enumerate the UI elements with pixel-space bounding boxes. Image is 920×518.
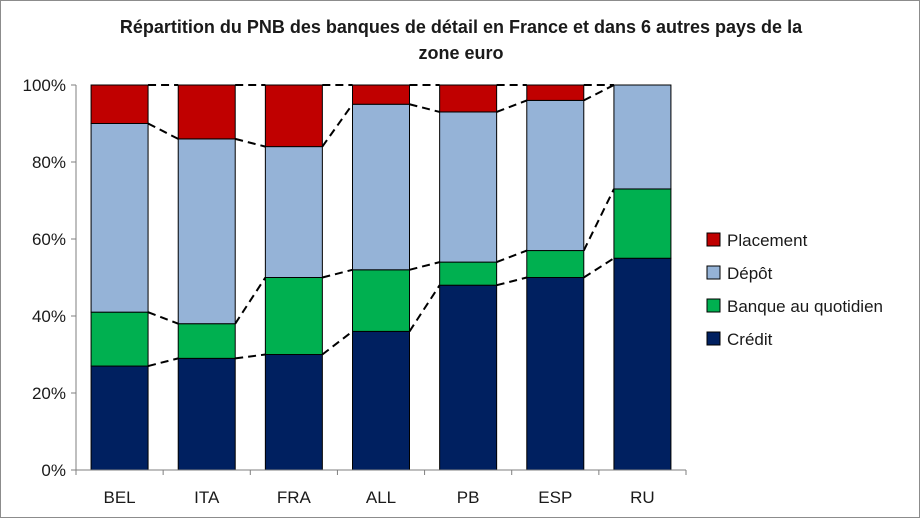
connector-line <box>408 284 441 332</box>
bar-segment <box>177 138 236 325</box>
x-tick-label: PB <box>457 488 480 507</box>
bar-segment <box>264 146 323 278</box>
bar-segment <box>264 84 323 148</box>
bar-segment <box>177 323 236 359</box>
legend-swatch <box>706 331 721 346</box>
bar-segment <box>613 257 672 471</box>
chart-title-line-2: zone euro <box>418 43 503 63</box>
x-tick-label: FRA <box>277 488 312 507</box>
y-tick-label: 40% <box>32 307 66 326</box>
connector-line <box>409 103 440 113</box>
x-axis-ticks: BEL ITA FRA ALL PB ESP RU <box>75 470 687 507</box>
bar-segment <box>526 99 585 252</box>
bar-segment <box>177 357 236 471</box>
connector-line <box>496 249 528 264</box>
x-tick-label: RU <box>630 488 655 507</box>
y-tick-label: 60% <box>32 230 66 249</box>
bar-segment <box>90 84 149 124</box>
bar-segment <box>613 84 672 190</box>
y-tick-label: 100% <box>23 76 66 95</box>
bar-segment <box>352 103 410 271</box>
connector-line <box>235 353 266 360</box>
chart-title-line-1: Répartition du PNB des banques de détail… <box>120 17 803 37</box>
connector-line <box>147 122 179 140</box>
connector-line <box>583 257 615 279</box>
bars <box>90 84 672 471</box>
connector-line <box>322 268 353 279</box>
bar-segment <box>439 284 498 471</box>
bar-segment <box>613 188 672 259</box>
bar-segment <box>264 277 323 355</box>
y-tick-label: 0% <box>41 461 66 480</box>
legend-swatch <box>706 265 721 280</box>
bar-segment <box>177 84 236 140</box>
bar-segment <box>352 84 410 105</box>
connector-line <box>409 261 440 271</box>
legend-label: Crédit <box>727 330 773 349</box>
legend-label: Dépôt <box>727 264 773 283</box>
connector-line <box>321 330 354 356</box>
legend: Placement Dépôt Banque au quotidien Crédit <box>706 231 883 349</box>
bar-segment <box>526 277 585 471</box>
y-tick-label: 80% <box>32 153 66 172</box>
bar-segment <box>352 269 410 332</box>
connector-line <box>234 276 267 325</box>
connector-lines <box>147 84 615 368</box>
x-tick-label: ESP <box>538 488 572 507</box>
connector-line <box>147 311 179 325</box>
connector-line <box>321 103 354 148</box>
connector-line <box>234 137 266 148</box>
legend-swatch <box>706 298 721 313</box>
bar-segment <box>264 354 323 471</box>
bar-segment <box>90 123 149 313</box>
connector-line <box>496 99 528 113</box>
bar-segment <box>90 311 149 367</box>
connector-line <box>583 84 615 102</box>
bar-segment <box>352 330 410 471</box>
x-tick-label: BEL <box>104 488 136 507</box>
y-tick-label: 20% <box>32 384 66 403</box>
connector-line <box>147 357 179 368</box>
legend-swatch <box>706 232 721 247</box>
legend-label: Placement <box>727 231 808 250</box>
legend-label: Banque au quotidien <box>727 297 883 316</box>
bar-segment <box>90 365 149 471</box>
bar-segment <box>439 84 498 113</box>
x-tick-label: ALL <box>366 488 396 507</box>
bar-segment <box>526 250 585 279</box>
connector-line <box>496 276 528 287</box>
connector-line <box>582 188 615 251</box>
y-axis-ticks: 0% 20% 40% 60% 80% 100% <box>23 76 76 480</box>
x-tick-label: ITA <box>194 488 220 507</box>
bar-segment <box>526 84 585 101</box>
bar-segment <box>439 111 498 263</box>
bar-segment <box>439 261 498 286</box>
